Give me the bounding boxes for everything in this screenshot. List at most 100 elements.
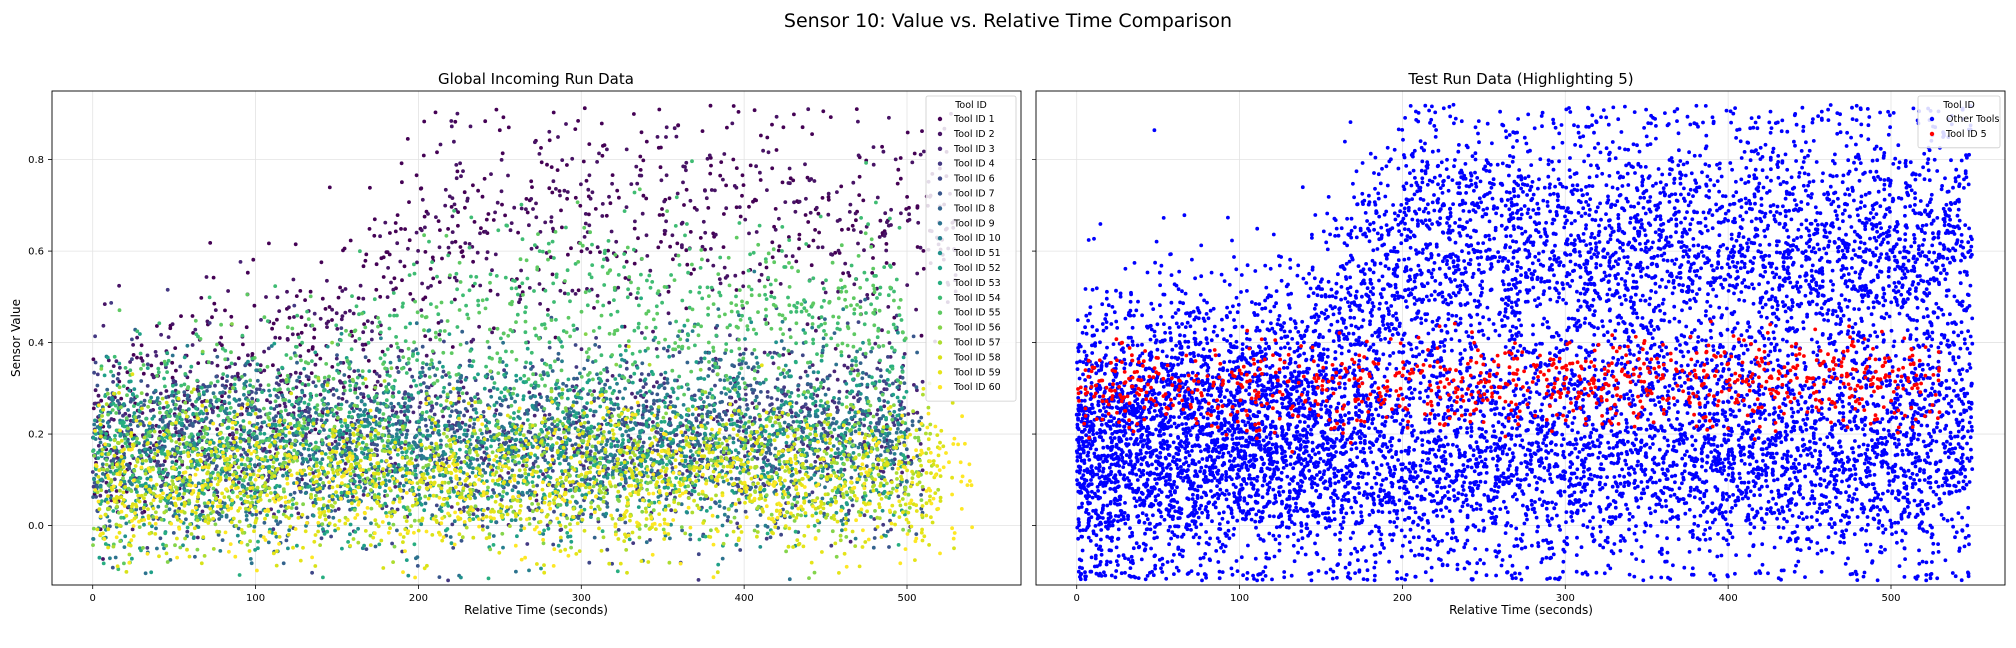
data-point bbox=[415, 555, 420, 559]
data-point bbox=[288, 492, 293, 497]
data-point bbox=[718, 378, 723, 382]
data-point bbox=[438, 228, 442, 233]
data-point bbox=[746, 365, 751, 370]
data-point bbox=[356, 296, 361, 300]
data-point bbox=[910, 419, 915, 424]
data-point bbox=[773, 227, 778, 232]
data-point bbox=[665, 348, 670, 353]
data-point bbox=[797, 232, 802, 237]
data-point bbox=[788, 408, 793, 413]
data-point bbox=[633, 219, 637, 224]
data-point bbox=[448, 390, 453, 394]
data-point bbox=[845, 365, 850, 370]
data-point bbox=[689, 492, 694, 497]
data-point bbox=[884, 261, 889, 265]
data-point bbox=[219, 514, 224, 519]
data-point bbox=[149, 395, 154, 400]
data-point bbox=[294, 506, 299, 511]
data-point bbox=[758, 417, 762, 422]
data-point bbox=[651, 329, 655, 334]
data-point bbox=[220, 376, 225, 381]
data-point bbox=[836, 248, 841, 253]
data-point bbox=[387, 479, 392, 483]
data-point bbox=[276, 395, 280, 400]
data-point bbox=[501, 115, 506, 120]
data-point bbox=[533, 385, 537, 390]
data-point bbox=[853, 429, 858, 434]
data-point bbox=[868, 421, 873, 425]
data-point bbox=[692, 457, 697, 461]
data-point bbox=[850, 503, 855, 508]
data-point bbox=[240, 484, 245, 489]
data-point bbox=[777, 244, 782, 249]
data-point bbox=[624, 205, 629, 210]
data-point bbox=[242, 437, 246, 442]
data-point bbox=[254, 391, 258, 395]
data-point bbox=[421, 153, 426, 158]
data-point bbox=[823, 290, 828, 295]
data-point bbox=[135, 355, 139, 360]
data-point bbox=[803, 402, 808, 407]
data-point bbox=[241, 447, 246, 452]
data-point bbox=[779, 339, 784, 343]
data-point bbox=[527, 390, 532, 395]
data-point bbox=[813, 228, 817, 232]
data-point bbox=[185, 529, 190, 534]
data-point bbox=[526, 505, 531, 510]
data-point bbox=[424, 482, 429, 487]
data-point bbox=[391, 287, 396, 292]
data-point bbox=[395, 528, 399, 533]
data-point bbox=[847, 273, 852, 278]
data-point bbox=[657, 107, 662, 112]
data-point bbox=[446, 227, 450, 231]
data-point bbox=[330, 318, 334, 322]
data-point bbox=[889, 207, 893, 212]
data-point bbox=[793, 209, 798, 214]
data-point bbox=[623, 276, 628, 280]
data-point bbox=[95, 383, 100, 388]
data-point bbox=[690, 412, 695, 417]
data-point bbox=[886, 355, 890, 359]
data-point bbox=[360, 450, 364, 455]
data-point bbox=[657, 398, 662, 403]
data-point bbox=[726, 482, 731, 486]
data-point bbox=[826, 195, 831, 199]
data-point bbox=[918, 442, 923, 446]
data-point bbox=[864, 372, 869, 376]
data-point bbox=[244, 518, 249, 522]
data-point bbox=[790, 254, 795, 259]
data-point bbox=[446, 245, 451, 250]
data-point bbox=[592, 306, 596, 310]
data-point bbox=[419, 308, 424, 312]
data-point bbox=[563, 487, 568, 492]
data-point bbox=[851, 180, 856, 185]
data-point bbox=[623, 479, 628, 484]
data-point bbox=[340, 289, 345, 293]
data-point bbox=[610, 374, 615, 378]
data-point bbox=[95, 372, 100, 377]
data-point bbox=[720, 556, 725, 561]
data-point bbox=[752, 269, 757, 274]
data-point bbox=[641, 385, 646, 389]
data-point bbox=[889, 527, 893, 532]
data-point bbox=[915, 350, 919, 355]
data-point bbox=[882, 439, 887, 444]
data-point bbox=[437, 332, 442, 337]
data-point bbox=[487, 388, 492, 393]
data-point bbox=[588, 477, 592, 482]
data-point bbox=[576, 516, 581, 520]
data-point bbox=[343, 287, 348, 291]
data-point bbox=[665, 381, 670, 385]
data-point bbox=[331, 387, 336, 391]
data-point bbox=[161, 463, 166, 467]
data-point bbox=[732, 184, 737, 188]
data-point bbox=[722, 512, 727, 517]
data-point bbox=[423, 334, 428, 338]
data-point bbox=[443, 187, 448, 192]
data-point bbox=[385, 295, 390, 299]
data-point bbox=[323, 307, 328, 311]
data-point bbox=[887, 431, 892, 436]
data-point bbox=[579, 347, 584, 352]
data-point bbox=[364, 547, 369, 551]
data-point bbox=[111, 364, 116, 368]
